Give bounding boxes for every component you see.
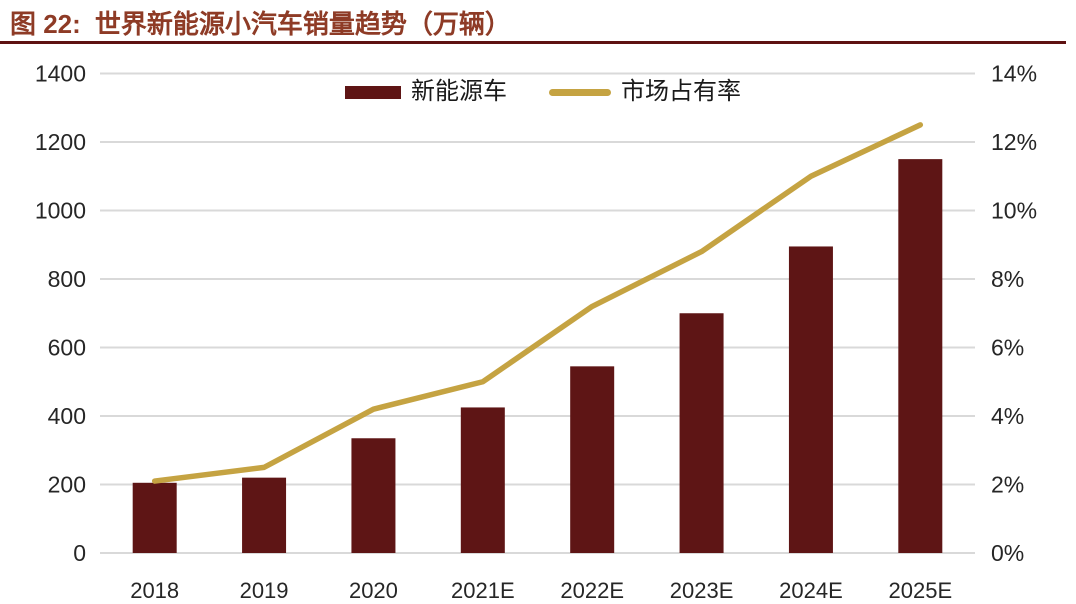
right-axis-tick-label: 8% [991,266,1024,292]
bar-2023E [679,313,724,553]
bar-series-label: 新能源车 [411,78,507,105]
bar-2022E [570,366,615,553]
right-axis-tick-label: 4% [991,403,1024,429]
left-axis-tick-label: 0 [73,540,86,566]
x-axis-label-2025E: 2025E [889,578,953,603]
legend-item-bar-series: 新能源车 [345,80,507,104]
right-axis-tick-label: 12% [991,129,1037,155]
bar-2025E [898,159,943,553]
x-axis-label-2023E: 2023E [670,578,734,603]
bar-2021E [460,407,505,553]
left-axis-tick-label: 400 [48,403,86,429]
left-axis-tick-label: 200 [48,472,86,498]
bar-2019 [242,477,287,553]
x-axis-label-2020: 2020 [349,578,398,603]
left-axis-tick-label: 600 [48,335,86,361]
bar-series-swatch [345,85,401,99]
right-axis-tick-label: 2% [991,472,1024,498]
bar-2020 [351,438,396,553]
left-axis-tick-label: 1200 [35,129,86,155]
bar-2018 [132,482,177,553]
x-axis-label-2021E: 2021E [451,578,515,603]
right-axis-tick-label: 6% [991,335,1024,361]
left-axis-tick-label: 1000 [35,198,86,224]
figure-header: 图 22: 世界新能源小汽车销量趋势（万辆） [10,4,511,41]
x-axis-label-2022E: 2022E [560,578,624,603]
legend-item-line-series: 市场占有率 [549,80,741,104]
bar-2024E [788,246,833,553]
right-axis-tick-label: 0% [991,540,1024,566]
figure-title: 世界新能源小汽车销量趋势（万辆） [94,9,511,39]
line-series-label: 市场占有率 [621,78,741,105]
x-axis-label-2024E: 2024E [779,578,843,603]
left-axis-tick-label: 1400 [35,61,86,87]
chart-legend: 新能源车 市场占有率 [345,80,741,104]
right-axis-tick-label: 14% [991,61,1037,87]
x-axis-label-2019: 2019 [240,578,289,603]
line-series-swatch [549,88,611,96]
title-divider [0,41,1066,44]
left-axis-tick-label: 800 [48,266,86,292]
figure-number-label: 图 22: [10,9,81,39]
x-axis-label-2018: 2018 [130,578,179,603]
right-axis-tick-label: 10% [991,198,1037,224]
market-share-line [151,122,924,484]
